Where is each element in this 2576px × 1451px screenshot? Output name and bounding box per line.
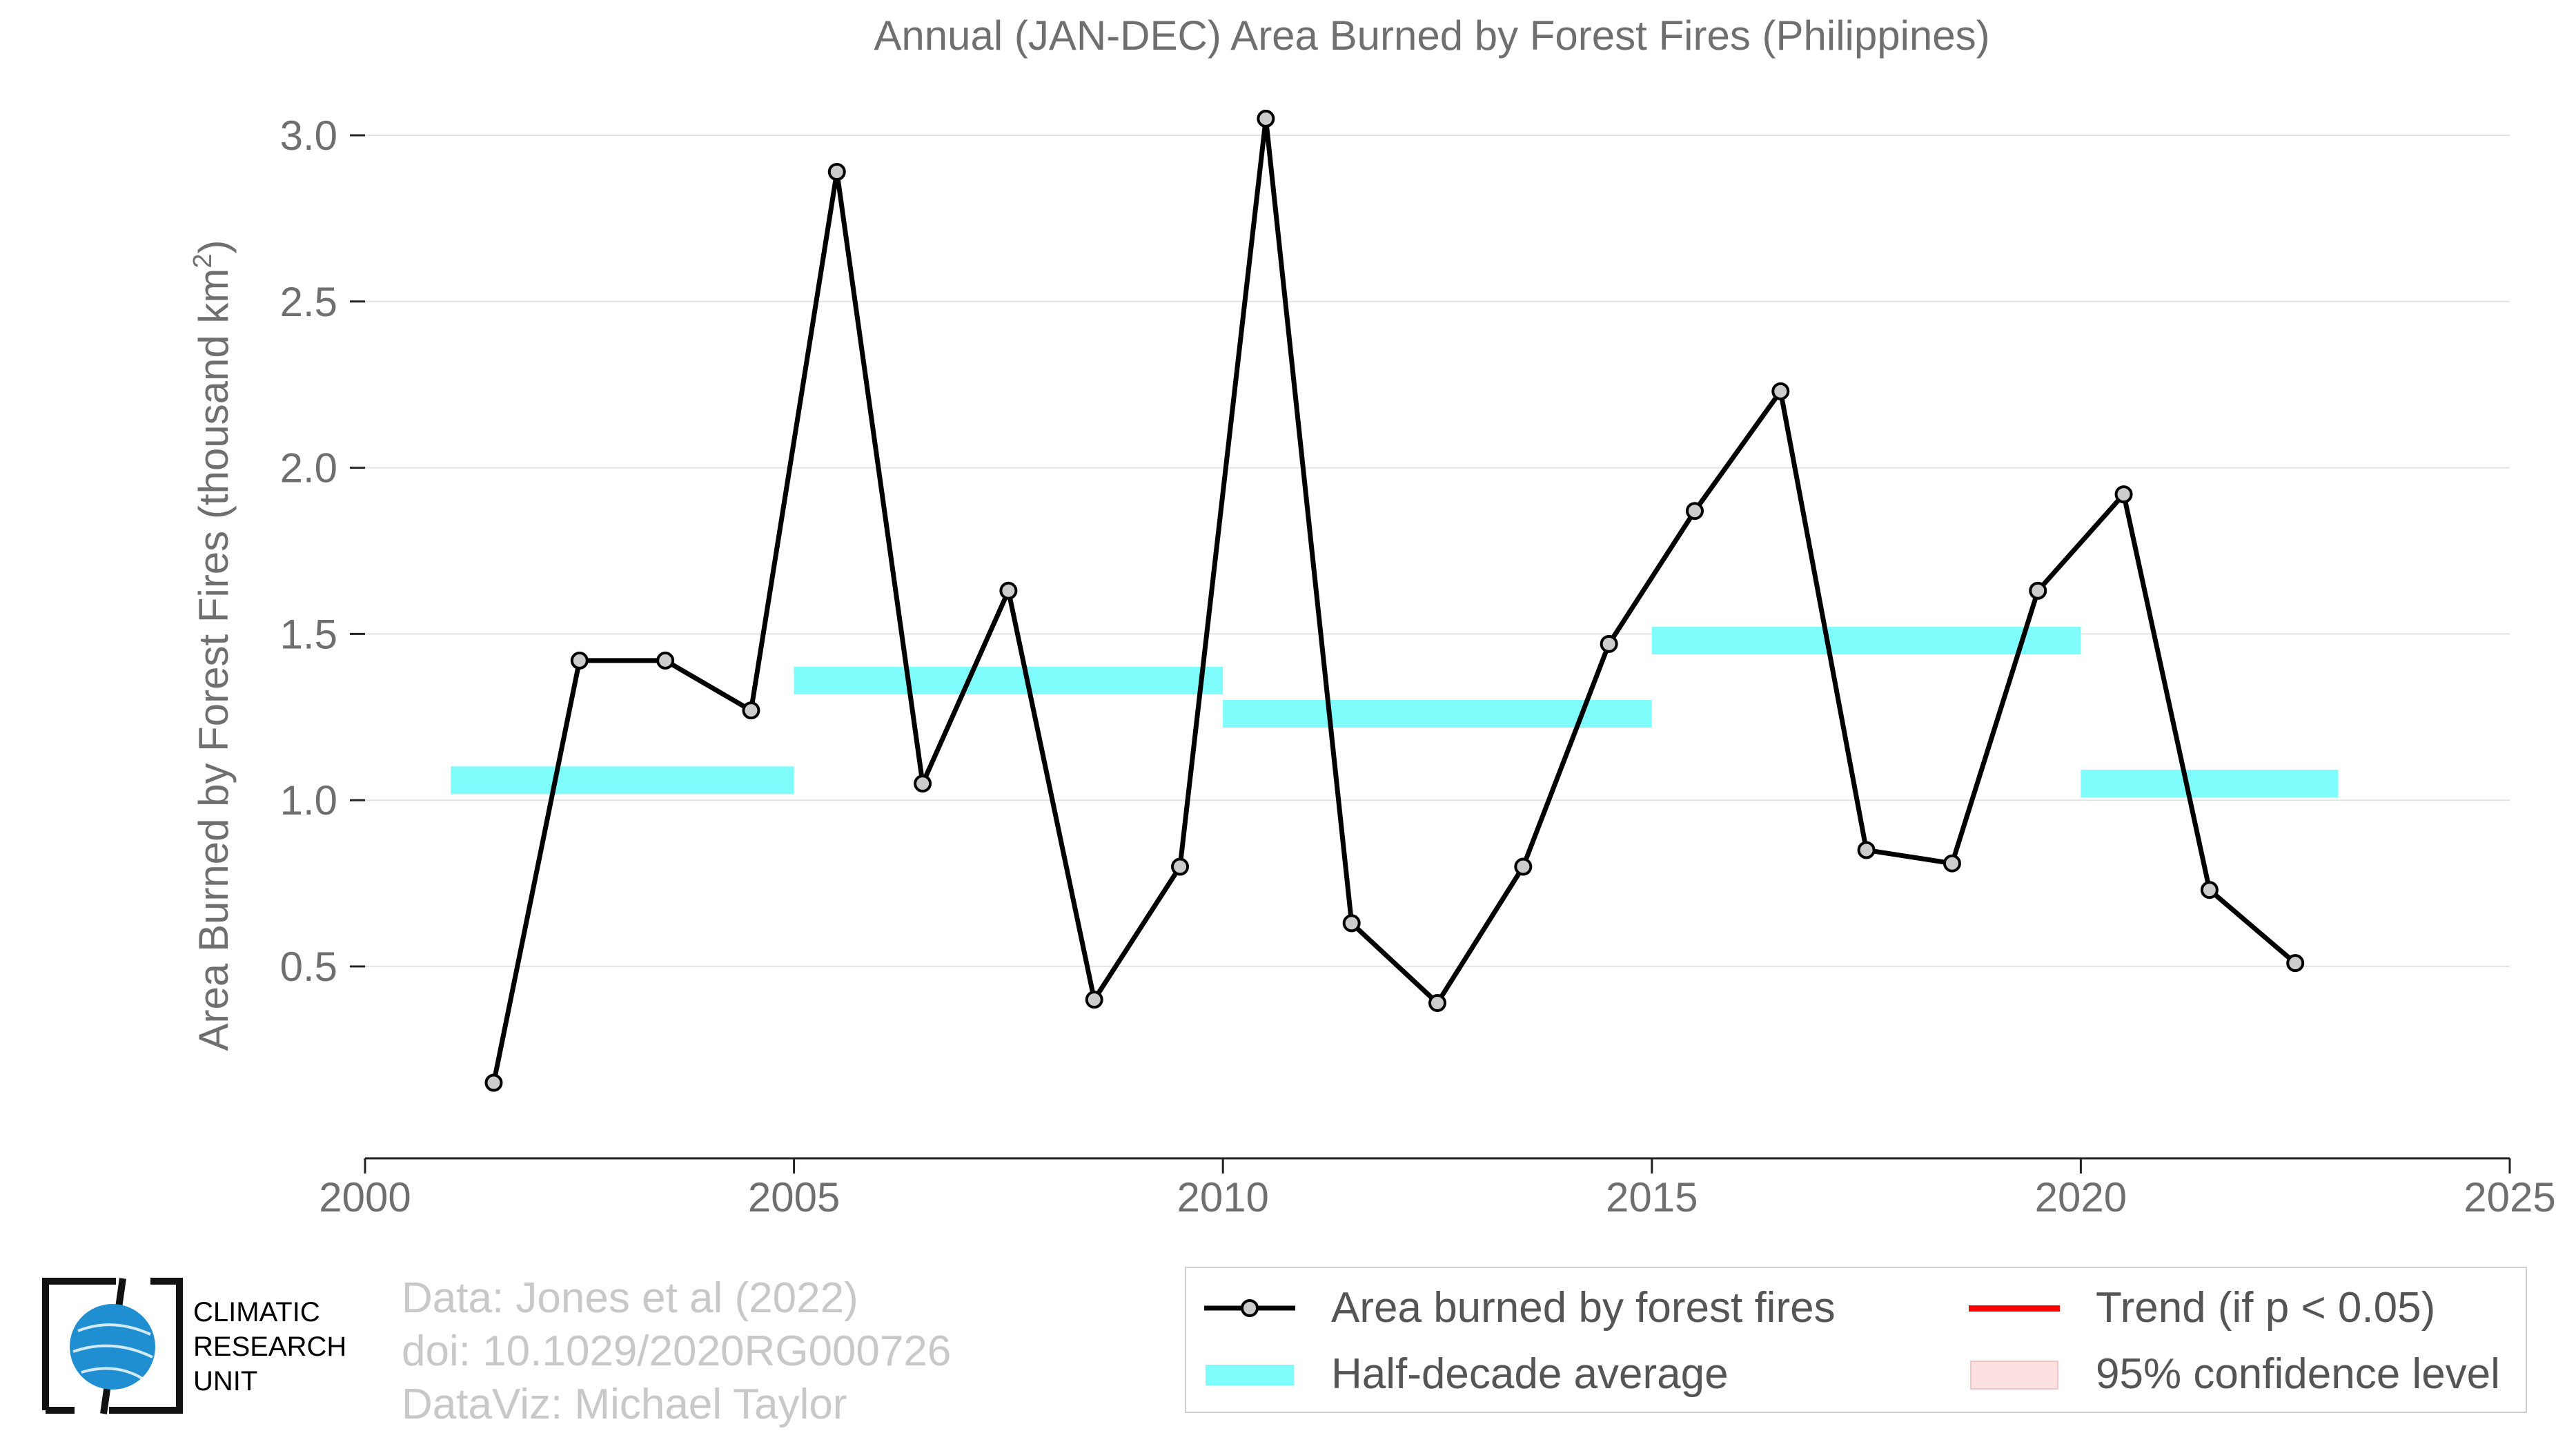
y-axis-label: Area Burned by Forest Fires (thousand km… xyxy=(188,240,237,1051)
x-tick-label: 2025 xyxy=(2464,1174,2555,1220)
cru-logo xyxy=(40,1276,185,1417)
legend-item-trend: Trend (if p < 0.05) xyxy=(1966,1283,2435,1332)
x-tick-label: 2005 xyxy=(748,1174,840,1220)
half-decade-average-bar xyxy=(451,766,794,795)
cru-logo-text: CLIMATIC RESEARCH UNIT xyxy=(193,1295,346,1399)
cru-globe-icon xyxy=(42,1278,183,1414)
legend-label-confidence: 95% confidence level xyxy=(2096,1350,2500,1398)
data-point xyxy=(2114,485,2133,504)
y-tick-label: 2.5 xyxy=(280,279,337,325)
y-tick-label: 1.5 xyxy=(280,611,337,657)
data-point xyxy=(484,1073,503,1092)
legend-item-half-decade: Half-decade average xyxy=(1201,1350,1729,1399)
area-burned-markers xyxy=(484,109,2305,1092)
data-point xyxy=(827,162,846,181)
legend-item-confidence: 95% confidence level xyxy=(1966,1350,2500,1399)
legend-pink-band-icon xyxy=(1966,1354,2063,1395)
data-point xyxy=(570,651,589,670)
data-point xyxy=(1085,991,1103,1009)
cru-line-2: RESEARCH xyxy=(193,1332,347,1362)
data-point xyxy=(656,651,675,670)
x-tick-label: 2000 xyxy=(319,1174,411,1220)
legend-label-area-burned: Area burned by forest fires xyxy=(1331,1284,1836,1332)
y-tick-label: 3.0 xyxy=(280,113,337,159)
data-point xyxy=(2029,581,2047,600)
gridlines xyxy=(365,135,2510,967)
x-tick-label: 2020 xyxy=(2035,1174,2127,1220)
credit-line-2: doi: 10.1029/2020RG000726 xyxy=(402,1327,952,1375)
cru-line-1: CLIMATIC xyxy=(193,1297,320,1327)
credit-line-1: Data: Jones et al (2022) xyxy=(402,1274,858,1322)
data-credits: Data: Jones et al (2022) doi: 10.1029/20… xyxy=(402,1272,951,1431)
cru-line-3: UNIT xyxy=(193,1366,258,1396)
x-tick-label: 2015 xyxy=(1606,1174,1698,1220)
x-axis-ticks: 2000 2005 2010 2015 2020 2025 xyxy=(319,1158,2556,1220)
data-point xyxy=(1257,109,1275,128)
y-tick-label: 2.0 xyxy=(280,445,337,491)
data-point xyxy=(999,581,1018,600)
legend: Area burned by forest fires Half-decade … xyxy=(1185,1267,2527,1413)
data-point xyxy=(1943,854,1961,873)
chart-title: Annual (JAN-DEC) Area Burned by Forest F… xyxy=(874,12,1989,59)
y-axis-label-main: Area Burned by Forest Fires (thousand km xyxy=(190,269,237,1051)
data-point xyxy=(1428,993,1446,1012)
data-point xyxy=(1685,502,1704,520)
y-tick-label: 0.5 xyxy=(280,944,337,990)
x-tick-label: 2010 xyxy=(1177,1174,1268,1220)
data-point xyxy=(1171,857,1190,876)
legend-line-marker-icon xyxy=(1204,1298,1295,1317)
legend-red-line-icon xyxy=(1966,1287,2063,1329)
y-axis-label-superscript: 2 xyxy=(188,254,217,269)
data-point xyxy=(1342,914,1361,933)
data-point xyxy=(2200,881,2219,899)
data-point xyxy=(742,701,760,720)
half-decade-average-bands xyxy=(451,627,2339,798)
area-burned-series-line xyxy=(491,116,2297,1084)
credit-line-3: DataViz: Michael Taylor xyxy=(402,1381,847,1428)
y-axis-label-close: ) xyxy=(190,240,237,254)
half-decade-average-bar xyxy=(2081,770,2339,798)
y-tick-label: 1.0 xyxy=(280,777,337,824)
legend-label-half-decade: Half-decade average xyxy=(1331,1350,1729,1398)
legend-band-cyan-icon xyxy=(1201,1354,1298,1395)
data-point xyxy=(914,775,932,793)
data-point xyxy=(2286,954,2305,973)
data-point xyxy=(1771,382,1790,400)
data-point xyxy=(1857,841,1876,859)
half-decade-average-bar xyxy=(794,666,1223,694)
data-point xyxy=(1600,634,1618,653)
legend-label-trend: Trend (if p < 0.05) xyxy=(2096,1284,2436,1332)
legend-item-area-burned: Area burned by forest fires xyxy=(1201,1283,1836,1332)
y-axis-ticks: 0.5 1.0 1.5 2.0 2.5 3.0 xyxy=(280,113,365,990)
data-point xyxy=(1514,857,1533,876)
half-decade-average-bar xyxy=(1651,627,2081,655)
